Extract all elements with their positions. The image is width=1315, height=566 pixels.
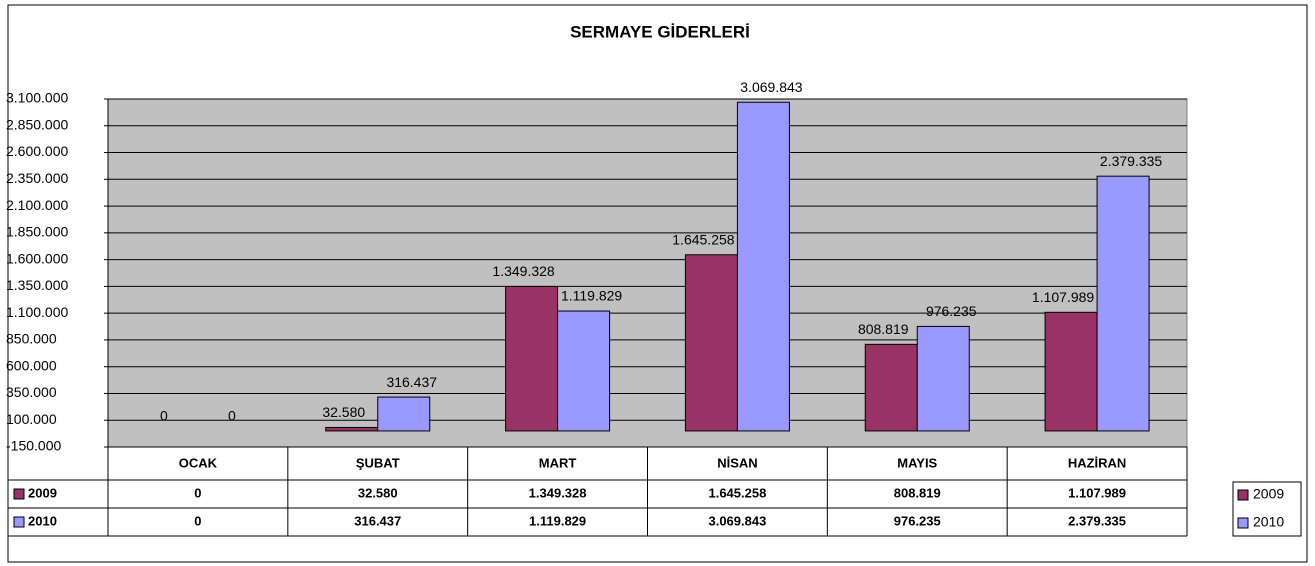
table-cell: 0 [194, 513, 201, 528]
data-label: 1.349.328 [492, 263, 554, 279]
y-tick-label: 1.850.000 [6, 224, 68, 240]
table-cell: 3.069.843 [708, 513, 766, 528]
data-label: 976.235 [926, 303, 977, 319]
table-cell: 808.819 [894, 485, 941, 500]
data-label: 1.107.989 [1032, 289, 1094, 305]
data-label: 32.580 [322, 404, 365, 420]
x-tick-label: MAYIS [897, 455, 937, 470]
y-tick-label: 2.850.000 [6, 116, 68, 132]
data-label: 808.819 [858, 321, 909, 337]
x-tick-label: OCAK [179, 455, 218, 470]
table-cell: 0 [194, 485, 201, 500]
data-label: 2.379.335 [1100, 153, 1162, 169]
data-label: 316.437 [386, 374, 437, 390]
y-tick-label: 2.600.000 [6, 143, 68, 159]
plot-area [107, 98, 1188, 448]
table-cell: 976.235 [894, 513, 941, 528]
data-label: 3.069.843 [740, 79, 802, 95]
bar [505, 285, 559, 432]
legend-key [1237, 517, 1249, 529]
x-tick-label: HAZİRAN [1068, 455, 1127, 470]
data-label: 1.645.258 [672, 231, 734, 247]
table-cell: 1.645.258 [708, 485, 766, 500]
bar [1044, 311, 1098, 432]
bar [864, 343, 918, 432]
x-tick-label: NİSAN [717, 455, 757, 470]
x-tick-label: MART [539, 455, 577, 470]
table-cell: 1.119.829 [529, 513, 586, 528]
bar [684, 254, 738, 432]
y-tick-label: 100.000 [6, 411, 57, 427]
y-tick-label: 1.600.000 [6, 250, 68, 266]
table-legend-key [13, 516, 25, 528]
bar [916, 325, 970, 432]
x-tick-label: ŞUBAT [356, 455, 400, 470]
table-cell: 316.437 [354, 513, 401, 528]
y-tick-label: -150.000 [6, 438, 61, 454]
y-tick-label: 2.100.000 [6, 197, 68, 213]
legend-label: 2010 [1253, 514, 1284, 530]
table-series-name: 2009 [28, 485, 57, 500]
y-tick-label: 600.000 [6, 357, 57, 373]
table-cell: 1.107.989 [1068, 485, 1126, 500]
table-cell: 32.580 [358, 485, 398, 500]
table-cell: 1.349.328 [529, 485, 587, 500]
y-tick-label: 2.350.000 [6, 170, 68, 186]
bar [377, 396, 431, 432]
y-tick-label: 350.000 [6, 384, 57, 400]
chart-title: SERMAYE GİDERLERİ [570, 22, 750, 41]
table-legend-key [13, 488, 25, 500]
legend-label: 2009 [1253, 486, 1284, 502]
data-label: 0 [160, 408, 168, 424]
y-tick-label: 3.100.000 [6, 90, 68, 106]
bar [557, 310, 611, 432]
y-tick-label: 1.350.000 [6, 277, 68, 293]
legend-key [1237, 489, 1249, 501]
bar [736, 101, 790, 432]
bar [1096, 175, 1150, 432]
table-series-name: 2010 [28, 513, 57, 528]
bar [325, 426, 379, 432]
table-cell: 2.379.335 [1068, 513, 1126, 528]
data-label: 0 [228, 408, 236, 424]
y-tick-label: 1.100.000 [6, 304, 68, 320]
data-label: 1.119.829 [561, 288, 622, 304]
y-tick-label: 850.000 [6, 331, 57, 347]
